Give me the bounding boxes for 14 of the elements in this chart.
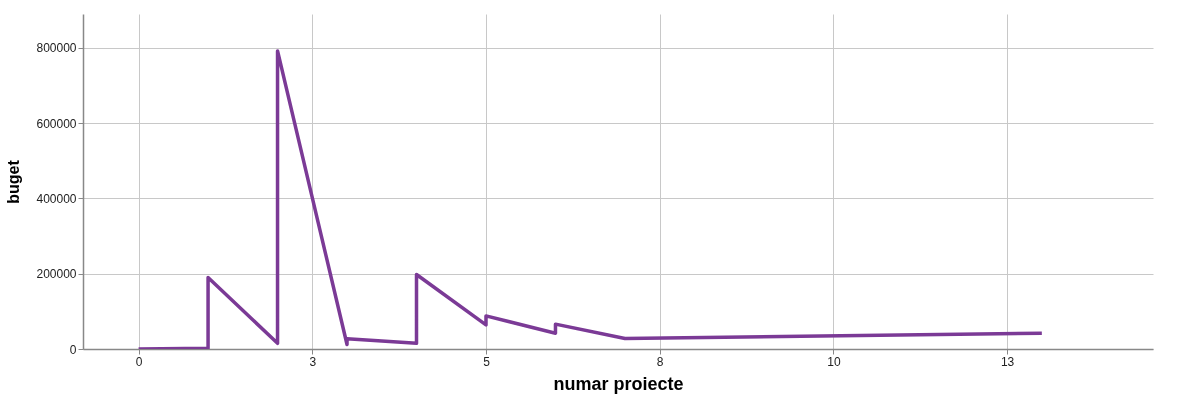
x-tick-label: 10 [827, 354, 841, 369]
line-series [136, 49, 1044, 349]
y-axis-title: buget [5, 159, 23, 204]
x-tick-label: 0 [135, 354, 143, 369]
y-tick-label: 200000 [36, 267, 77, 282]
x-tick-label: 8 [656, 354, 664, 369]
y-tick-label: 0 [69, 342, 77, 357]
y-tick-label: 800000 [36, 41, 77, 56]
x-tick-label: 5 [483, 354, 491, 369]
x-tick-label: 3 [309, 354, 317, 369]
y-tick-label: 600000 [36, 116, 77, 131]
y-tick-label: 400000 [36, 191, 77, 206]
x-tick-label: 13 [1000, 354, 1015, 369]
x-axis-title: numar proiecte [553, 373, 684, 394]
